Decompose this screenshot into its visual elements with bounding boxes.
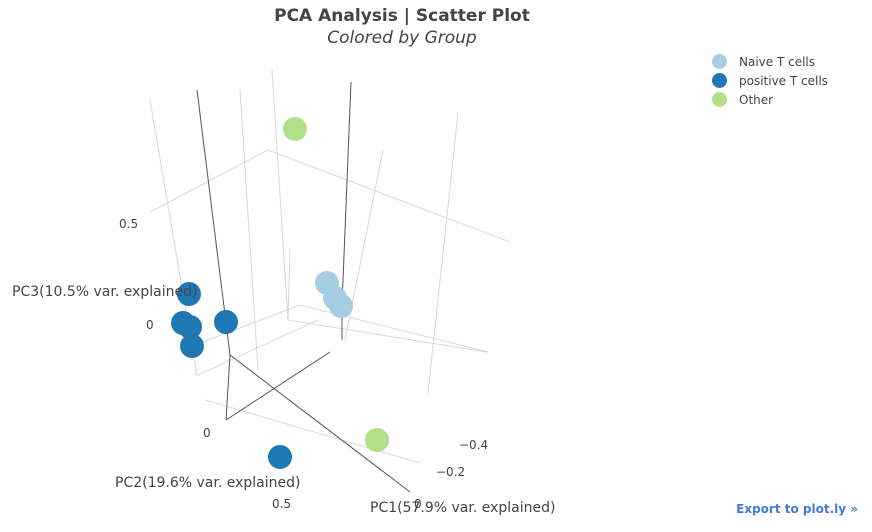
z-tick-label: 0.5 <box>119 217 138 231</box>
y-tick-label: 0 <box>203 426 211 440</box>
z-tick-label: 0 <box>146 318 154 332</box>
data-point-other[interactable] <box>365 428 389 452</box>
grid-line <box>287 247 291 321</box>
chart-title: PCA Analysis | Scatter Plot <box>274 6 530 26</box>
y-tick-label: 0.5 <box>272 497 291 511</box>
legend-marker-icon <box>712 92 727 107</box>
grid-line <box>239 89 259 371</box>
grid-line <box>299 304 489 353</box>
axis-line <box>225 351 331 421</box>
x-tick-label: −0.2 <box>436 465 465 479</box>
x-tick-label: 0 <box>414 497 422 511</box>
grid-line <box>287 319 488 353</box>
grid-line <box>427 112 459 394</box>
grid-lines <box>149 69 511 464</box>
legend[interactable]: Naive T cells positive T cells Other <box>712 52 828 109</box>
data-point-positive-t-cells[interactable] <box>268 445 292 469</box>
axis-line <box>341 81 352 306</box>
legend-label: Other <box>739 92 774 107</box>
grid-line <box>204 399 421 464</box>
x-tick-label: −0.4 <box>459 438 488 452</box>
legend-label: positive T cells <box>739 73 828 88</box>
z-axis-title: PC3(10.5% var. explained) <box>12 284 197 300</box>
chart-subtitle: Colored by Group <box>327 28 477 48</box>
axis-line <box>229 354 411 493</box>
data-point-positive-t-cells[interactable] <box>214 310 238 334</box>
legend-item-naive-t-cells[interactable]: Naive T cells <box>712 52 828 71</box>
axis-lines <box>196 81 411 493</box>
data-point-positive-t-cells[interactable] <box>180 334 204 358</box>
x-axis-title: PC1(57.9% var. explained) <box>370 500 555 516</box>
legend-marker-icon <box>712 73 727 88</box>
data-point-naive-t-cells[interactable] <box>329 294 353 318</box>
legend-item-other[interactable]: Other <box>712 90 828 109</box>
data-point-positive-t-cells[interactable] <box>177 282 201 306</box>
export-to-plotly-link[interactable]: Export to plot.ly » <box>736 502 858 516</box>
legend-item-positive-t-cells[interactable]: positive T cells <box>712 71 828 90</box>
data-point-positive-t-cells[interactable] <box>178 315 202 339</box>
grid-line <box>267 149 511 243</box>
grid-line <box>197 319 319 376</box>
axis-line <box>225 354 231 421</box>
legend-label: Naive T cells <box>739 54 816 69</box>
grid-line <box>271 69 289 321</box>
y-axis-title: PC2(19.6% var. explained) <box>115 475 300 491</box>
grid-line <box>149 149 269 213</box>
data-points[interactable] <box>171 117 389 469</box>
legend-marker-icon <box>712 54 727 69</box>
data-point-other[interactable] <box>283 117 307 141</box>
